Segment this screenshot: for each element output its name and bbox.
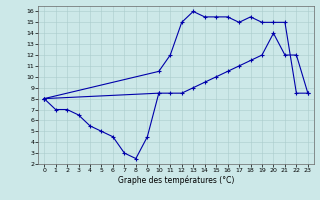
X-axis label: Graphe des températures (°C): Graphe des températures (°C)	[118, 176, 234, 185]
